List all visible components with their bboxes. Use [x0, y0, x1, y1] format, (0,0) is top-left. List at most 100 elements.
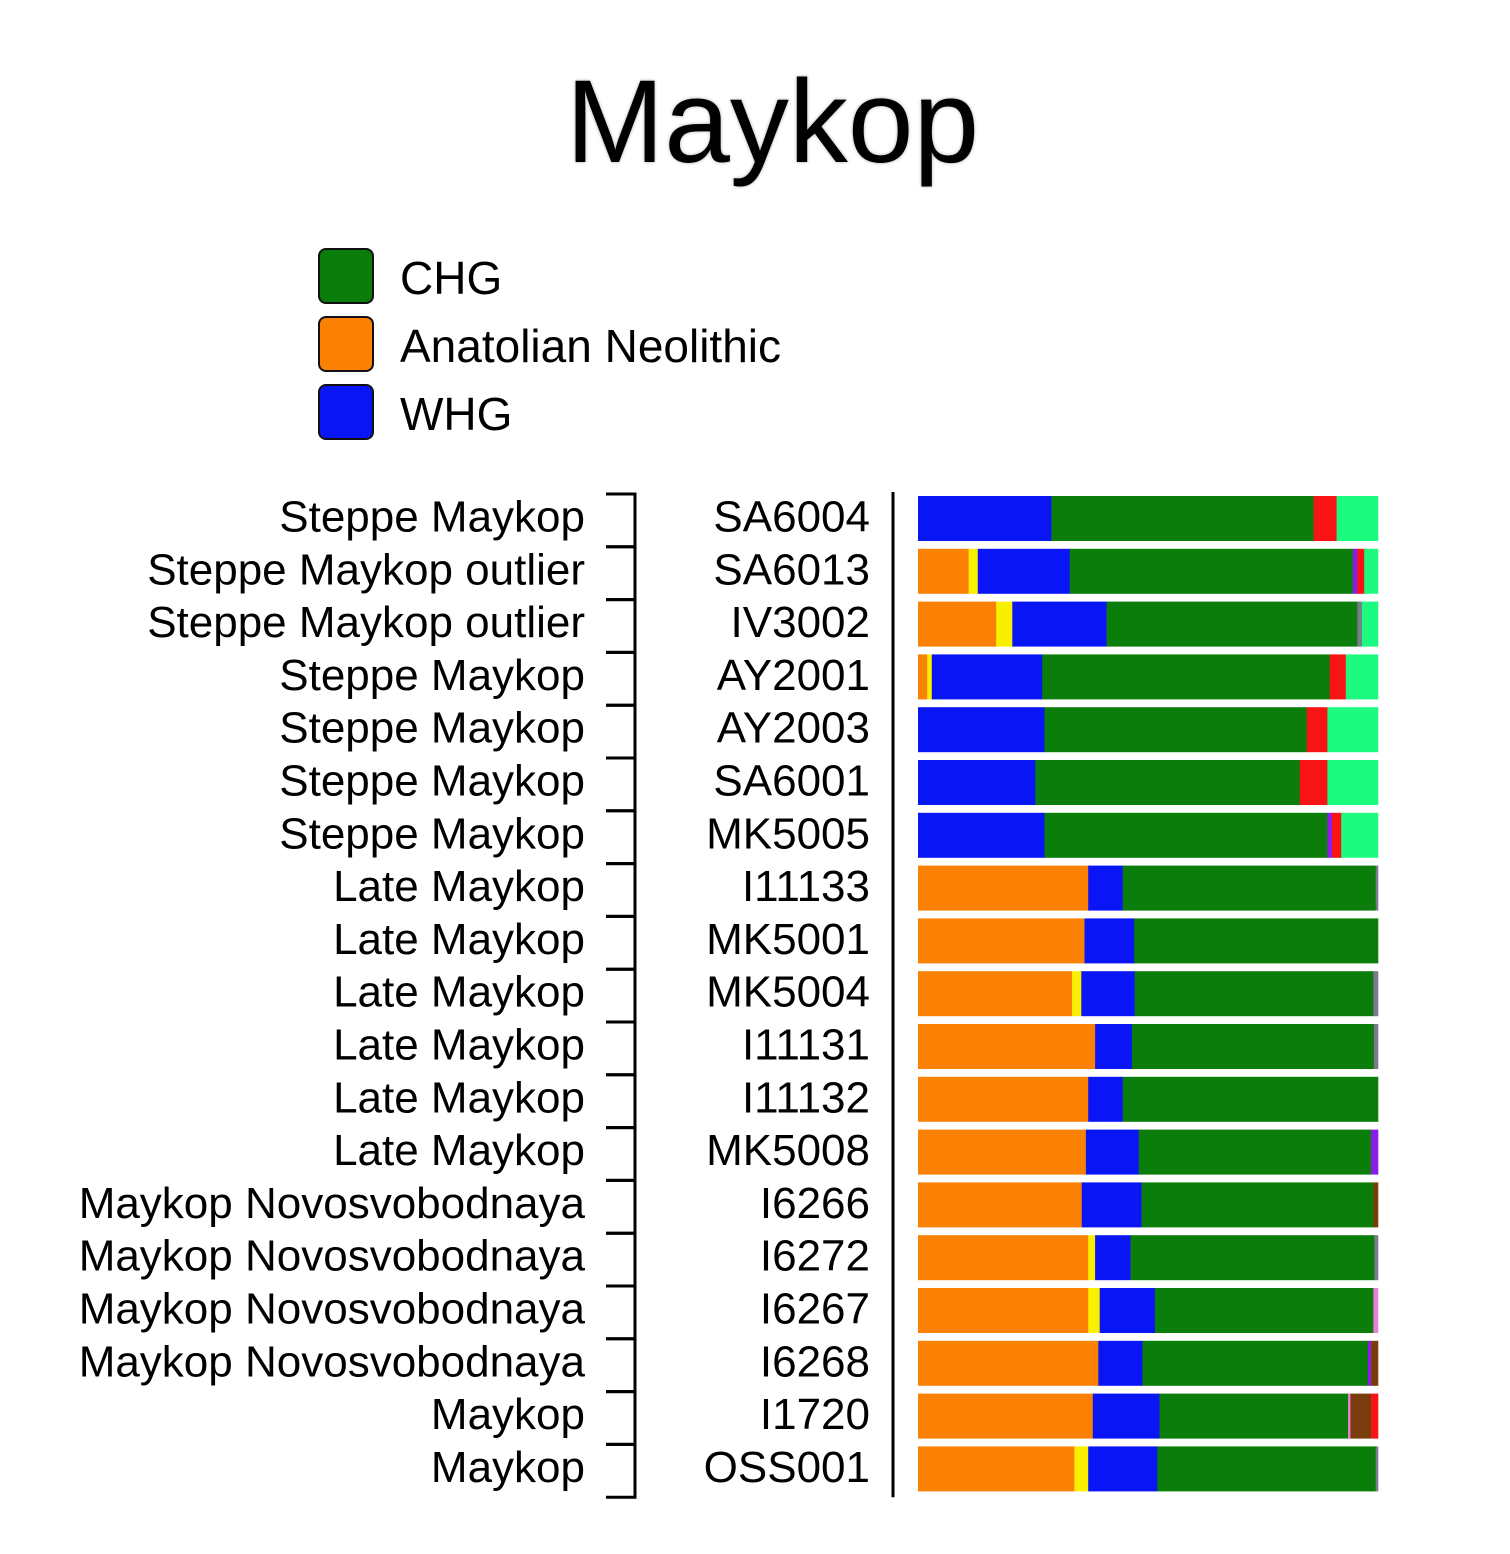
bar-segment-whg — [977, 548, 1071, 594]
bar-segment-whg — [1088, 1076, 1123, 1122]
bar-segment-ltgreen — [1336, 496, 1379, 541]
bar-segment-red — [1332, 812, 1342, 858]
bar-segment-gray — [1375, 1446, 1379, 1492]
bar-segment-chg — [1138, 1129, 1372, 1175]
bar-segment-purple — [1352, 548, 1358, 594]
sample-label: I6268 — [760, 1337, 870, 1386]
bar-segment-gray — [1357, 601, 1363, 647]
sample-label: AY2003 — [717, 704, 870, 753]
sample-label: MK5005 — [706, 809, 870, 858]
group-label: Maykop Novosvobodnaya — [79, 1337, 586, 1386]
bar-segment-anatolian — [918, 971, 1073, 1017]
bar-segment-anatolian — [918, 548, 969, 594]
bar-segment-red — [1313, 496, 1337, 541]
bar-segment-chg — [1044, 707, 1307, 753]
group-label: Steppe Maykop outlier — [147, 545, 585, 594]
group-bracket — [606, 1231, 637, 1288]
group-bracket — [606, 756, 637, 813]
bar-segment-chg — [1042, 654, 1330, 700]
group-label: Maykop — [431, 1443, 585, 1492]
bar-segment-whg — [918, 707, 1045, 753]
bar-segment-red — [1299, 760, 1328, 805]
bar-segment-anatolian — [918, 1076, 1089, 1122]
bar-segment-whg — [1092, 1393, 1160, 1439]
bar-segment-purple — [1367, 1340, 1372, 1386]
sample-label: MK5004 — [706, 968, 870, 1017]
group-bracket — [606, 703, 637, 760]
bar-segment-ltgreen — [1341, 812, 1379, 858]
sample-label: OSS001 — [704, 1443, 870, 1492]
bar-segment-anatolian — [918, 1182, 1083, 1228]
bar-segment-chg — [1141, 1182, 1374, 1228]
bar-segment-whg — [1099, 1288, 1156, 1333]
group-bracket — [606, 1073, 637, 1130]
bar-segment-whg — [1095, 1235, 1131, 1281]
bar-segment-whg — [918, 812, 1045, 858]
bar-segment-yellow — [1074, 1446, 1089, 1492]
bar-segment-chg — [1142, 1340, 1369, 1386]
bar-segment-anatolian — [918, 1446, 1075, 1492]
bar-segment-whg — [918, 496, 1052, 541]
group-label: Late Maykop — [333, 915, 585, 964]
bar-segment-anatolian — [918, 1129, 1087, 1175]
sample-label: SA6001 — [713, 757, 870, 806]
bar-segment-gray — [1374, 1235, 1379, 1281]
bar-segment-yellow — [927, 654, 933, 700]
group-label: Maykop Novosvobodnaya — [79, 1285, 586, 1334]
bar-segment-chg — [1035, 760, 1301, 805]
bar-segment-chg — [1044, 812, 1328, 858]
bar-segment-brown — [1371, 1340, 1379, 1386]
group-label: Late Maykop — [333, 968, 585, 1017]
legend-label-chg: CHG — [400, 252, 503, 304]
group-bracket — [606, 598, 637, 654]
bar-segment-whg — [918, 760, 1036, 805]
group-label: Late Maykop — [333, 862, 585, 911]
bar-segment-gray — [1375, 865, 1379, 911]
sample-label: I6267 — [760, 1285, 870, 1334]
sample-label: MK5001 — [706, 915, 870, 964]
group-label: Steppe Maykop — [279, 757, 585, 806]
group-label: Late Maykop — [333, 1126, 585, 1175]
bar-segment-yellow — [1072, 971, 1082, 1017]
bar-segment-whg — [1088, 1446, 1158, 1492]
sample-label: I1720 — [760, 1390, 870, 1439]
group-label: Late Maykop — [333, 1073, 585, 1122]
bar-segment-whg — [1088, 865, 1123, 911]
bar-segment-chg — [1154, 1288, 1374, 1333]
group-label: Steppe Maykop — [279, 651, 585, 700]
group-bracket — [606, 650, 637, 707]
sample-label: SA6013 — [713, 545, 870, 594]
bar-segment-chg — [1122, 865, 1376, 911]
group-bracket — [606, 1020, 637, 1077]
sample-label: I6272 — [760, 1232, 870, 1281]
legend-swatch-chg — [318, 248, 374, 304]
bar-segment-chg — [1134, 918, 1379, 964]
bar-segment-gray — [1373, 1024, 1379, 1069]
bar-segment-anatolian — [918, 601, 997, 647]
group-bracket — [606, 967, 637, 1024]
chart-title: Maykop — [565, 56, 980, 188]
bar-segment-chg — [1159, 1393, 1349, 1439]
bar-segment-gray — [1373, 971, 1379, 1017]
group-label: Maykop Novosvobodnaya — [79, 1232, 586, 1281]
bar-segment-pink — [1373, 1288, 1379, 1333]
bar-segment-whg — [1081, 1182, 1142, 1228]
bar-segment-red — [1371, 1393, 1379, 1439]
bar-segment-chg — [1134, 971, 1374, 1017]
bar-segment-ltgreen — [1327, 707, 1379, 753]
bar-segment-whg — [1098, 1340, 1143, 1386]
bar-segment-anatolian — [918, 654, 928, 700]
sample-label: AY2001 — [717, 651, 870, 700]
sample-label: MK5008 — [706, 1126, 870, 1175]
bar-segment-ltgreen — [1327, 760, 1379, 805]
group-bracket — [606, 1284, 637, 1341]
bar-segment-purple — [1327, 812, 1333, 858]
bar-segment-whg — [1012, 601, 1107, 647]
bar-segment-whg — [1085, 1129, 1140, 1175]
sample-label: I11132 — [742, 1073, 870, 1122]
sample-label: IV3002 — [731, 598, 870, 647]
bar-segment-yellow — [1088, 1235, 1096, 1281]
bar-segment-purple — [1371, 1129, 1379, 1175]
bar-segment-chg — [1069, 548, 1353, 594]
bar-segment-red — [1357, 548, 1365, 594]
